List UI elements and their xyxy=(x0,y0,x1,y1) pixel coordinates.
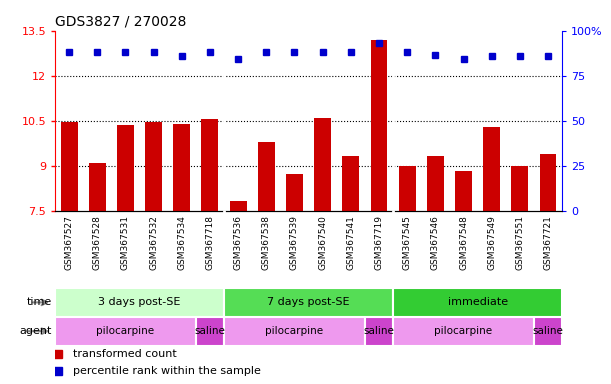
Text: GSM367718: GSM367718 xyxy=(205,215,214,270)
Text: GSM367540: GSM367540 xyxy=(318,215,327,270)
Bar xyxy=(342,156,359,211)
Text: time: time xyxy=(27,297,52,308)
Text: transformed count: transformed count xyxy=(73,349,177,359)
Bar xyxy=(455,170,472,211)
Text: GSM367546: GSM367546 xyxy=(431,215,440,270)
Bar xyxy=(230,201,247,211)
Text: GSM367532: GSM367532 xyxy=(149,215,158,270)
Text: GSM367719: GSM367719 xyxy=(375,215,384,270)
Text: GSM367551: GSM367551 xyxy=(515,215,524,270)
Bar xyxy=(511,166,529,211)
Text: GSM367536: GSM367536 xyxy=(233,215,243,270)
Bar xyxy=(89,163,106,211)
Text: agent: agent xyxy=(20,326,52,336)
Text: GSM367527: GSM367527 xyxy=(65,215,73,270)
Bar xyxy=(370,40,387,211)
Bar xyxy=(534,317,562,346)
Bar xyxy=(145,122,162,211)
Text: GSM367528: GSM367528 xyxy=(93,215,102,270)
Text: percentile rank within the sample: percentile rank within the sample xyxy=(73,366,261,376)
Text: immediate: immediate xyxy=(447,297,508,308)
Text: GSM367541: GSM367541 xyxy=(346,215,356,270)
Text: pilocarpine: pilocarpine xyxy=(265,326,324,336)
Bar xyxy=(399,166,415,211)
Bar xyxy=(224,317,365,346)
Bar xyxy=(393,288,562,317)
Text: pilocarpine: pilocarpine xyxy=(97,326,155,336)
Text: saline: saline xyxy=(194,326,225,336)
Text: GSM367548: GSM367548 xyxy=(459,215,468,270)
Bar xyxy=(55,317,196,346)
Bar xyxy=(427,156,444,211)
Bar xyxy=(117,126,134,211)
Bar xyxy=(365,317,393,346)
Bar xyxy=(60,122,78,211)
Bar xyxy=(196,317,224,346)
Text: saline: saline xyxy=(364,326,395,336)
Bar xyxy=(202,119,218,211)
Text: GSM367531: GSM367531 xyxy=(121,215,130,270)
Text: GDS3827 / 270028: GDS3827 / 270028 xyxy=(55,14,186,28)
Bar xyxy=(258,142,275,211)
Text: pilocarpine: pilocarpine xyxy=(434,326,492,336)
Bar xyxy=(393,317,534,346)
Text: GSM367545: GSM367545 xyxy=(403,215,412,270)
Bar xyxy=(224,288,393,317)
Text: GSM367534: GSM367534 xyxy=(177,215,186,270)
Bar xyxy=(483,127,500,211)
Bar xyxy=(174,124,190,211)
Text: 3 days post-SE: 3 days post-SE xyxy=(98,297,181,308)
Text: saline: saline xyxy=(533,326,563,336)
Bar xyxy=(540,154,557,211)
Text: GSM367538: GSM367538 xyxy=(262,215,271,270)
Bar xyxy=(55,288,224,317)
Bar xyxy=(286,174,303,211)
Bar xyxy=(314,118,331,211)
Text: GSM367721: GSM367721 xyxy=(544,215,552,270)
Text: GSM367539: GSM367539 xyxy=(290,215,299,270)
Text: 7 days post-SE: 7 days post-SE xyxy=(267,297,350,308)
Text: GSM367549: GSM367549 xyxy=(487,215,496,270)
